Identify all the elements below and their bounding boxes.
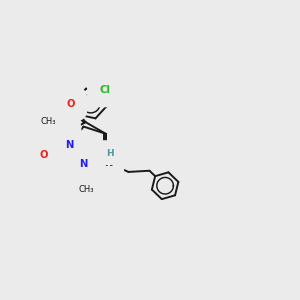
- Text: N: N: [104, 158, 112, 168]
- Text: O: O: [39, 150, 48, 160]
- Text: Cl: Cl: [99, 85, 110, 95]
- Text: N: N: [102, 152, 110, 162]
- Text: CH₃: CH₃: [78, 185, 94, 194]
- Text: N: N: [66, 140, 74, 151]
- Text: O: O: [67, 99, 75, 109]
- Text: N: N: [81, 164, 90, 174]
- Text: CH₃: CH₃: [40, 117, 56, 126]
- Text: N: N: [61, 129, 69, 139]
- Text: N: N: [79, 159, 88, 170]
- Text: H: H: [106, 149, 114, 158]
